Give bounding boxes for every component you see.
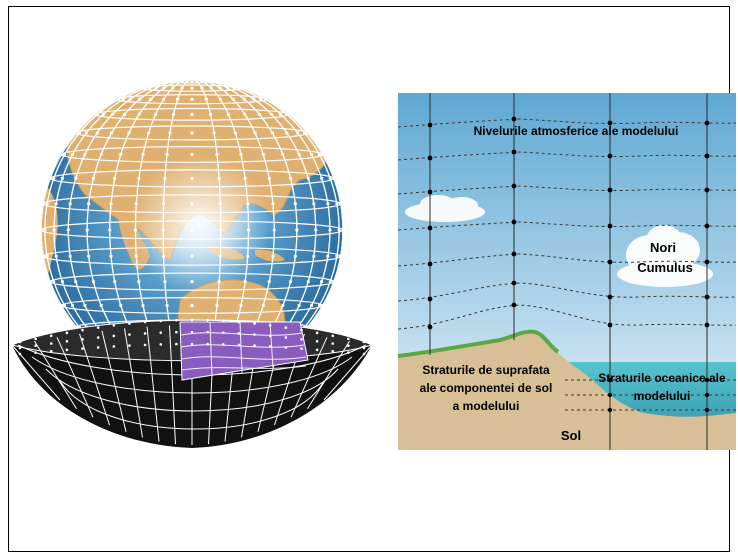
cloud-left: [405, 195, 485, 222]
globe-highlight: [130, 155, 270, 295]
label-atmospheric-levels: Nivelurile atmosferice ale modelului: [474, 124, 679, 138]
cumulus-cloud: [617, 225, 713, 287]
atmosphere-panel: Nivelurile atmosferice ale modelului Nor…: [397, 93, 737, 450]
label-cumulus-line1: Nori: [650, 240, 676, 255]
atmospheric-levels: [397, 118, 737, 411]
ground-area: [398, 331, 736, 450]
grid-nodes: [427, 116, 710, 413]
label-ocean-line2: modelului: [634, 389, 691, 403]
ocean-column-grid: [180, 321, 307, 378]
label-ocean-line1: Straturile oceanice ale: [598, 371, 726, 385]
label-land-line3: a modelului: [453, 399, 520, 413]
slab-grid-points: [18, 318, 366, 356]
label-land-line1: Straturile de suprafata: [422, 363, 550, 377]
label-cumulus-line2: Cumulus: [637, 260, 693, 275]
label-land-line2: ale componentei de sol: [420, 381, 553, 395]
label-soil: Sol: [561, 428, 581, 443]
land-surface-line: [397, 329, 560, 358]
ocean-slab: [10, 318, 374, 448]
grid-columns: [429, 93, 708, 450]
